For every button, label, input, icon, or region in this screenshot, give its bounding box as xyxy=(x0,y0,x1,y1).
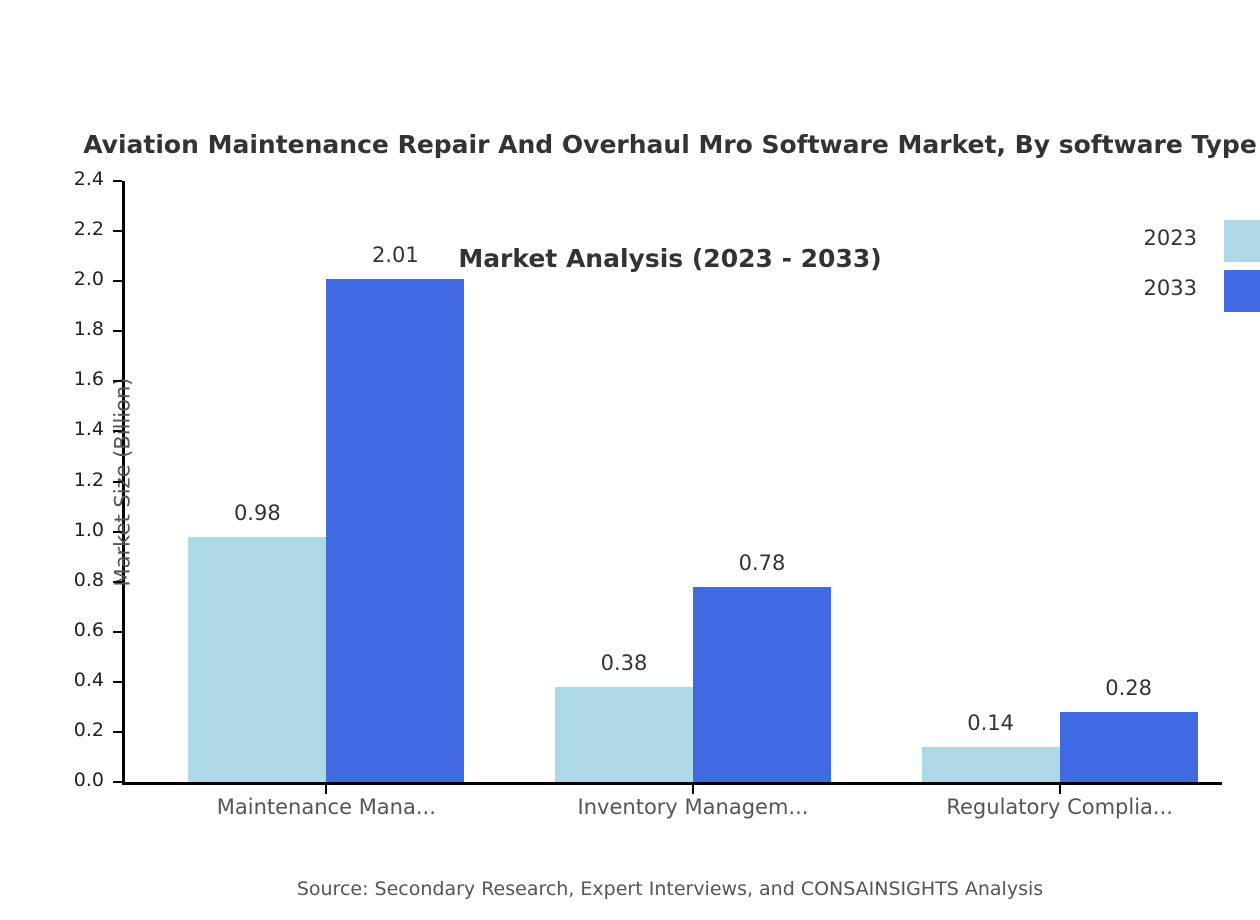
y-axis-tick xyxy=(113,530,122,533)
legend-color-swatch xyxy=(1224,220,1260,262)
x-axis-category-label: Regulatory Complia... xyxy=(946,795,1173,819)
y-axis-tick xyxy=(113,781,122,783)
y-axis-tick-label: 2.2 xyxy=(73,218,104,241)
y-axis-tick-label: 0.0 xyxy=(73,769,104,791)
bar-2033-1[interactable] xyxy=(326,278,465,782)
y-axis-tick-label: 0.8 xyxy=(73,568,104,591)
y-axis-tick xyxy=(113,630,122,633)
y-axis-tick xyxy=(113,580,122,583)
chart-legend: 2023 2033 xyxy=(1137,220,1260,320)
plot-area: Market Size (Billion) 0.0 0.2 0.4 0.6 0.8 1.0… xyxy=(74,168,1222,819)
chart-title: Aviation Maintenance Repair And Overhaul… xyxy=(0,50,1260,316)
bar-value-label: 0.28 xyxy=(1105,675,1153,700)
bar-2033-3[interactable] xyxy=(1059,711,1198,782)
y-axis-tick-label: 1.2 xyxy=(73,468,104,491)
y-axis-tick xyxy=(113,330,122,333)
y-axis-tick-label: 1.0 xyxy=(73,518,104,541)
bar-2023-2[interactable] xyxy=(555,686,693,782)
chart-title-line-2: Market Analysis (2023 - 2033) xyxy=(458,244,882,273)
y-axis-tick-label: 0.4 xyxy=(73,668,104,691)
bar-value-label: 0.78 xyxy=(738,550,786,575)
x-axis-category-label: Inventory Managem... xyxy=(577,795,809,819)
y-axis-tick-label: 2.4 xyxy=(73,168,104,190)
y-axis-tick-label: 0.2 xyxy=(73,718,104,741)
y-axis-tick xyxy=(113,480,122,483)
legend-label: 2033 xyxy=(1143,276,1197,300)
y-axis-tick-label: 0.6 xyxy=(73,618,104,641)
y-axis-tick xyxy=(113,380,122,383)
bar-2023-3[interactable] xyxy=(921,746,1060,782)
bar-value-label: 0.38 xyxy=(600,650,648,675)
y-axis-tick xyxy=(113,730,122,733)
x-axis-category-label: Maintenance Mana... xyxy=(216,795,436,819)
y-axis-tick-label: 1.8 xyxy=(73,318,104,341)
y-axis-tick xyxy=(113,180,122,182)
y-axis-tick xyxy=(113,230,122,233)
x-axis-spine xyxy=(122,782,1222,785)
y-axis-tick-label: 1.6 xyxy=(73,368,104,391)
x-axis-tick xyxy=(692,782,694,794)
bar-value-label: 2.01 xyxy=(371,242,419,267)
legend-item-2023[interactable]: 2023 xyxy=(1137,220,1260,270)
y-axis-tick xyxy=(113,280,122,283)
legend-color-swatch xyxy=(1224,270,1260,312)
chart-title-line-1: Aviation Maintenance Repair And Overhaul… xyxy=(83,130,1257,159)
y-axis-tick xyxy=(113,430,122,433)
legend-item-2033[interactable]: 2033 xyxy=(1137,270,1260,320)
y-axis-tick xyxy=(113,680,122,683)
source-note: Source: Secondary Research, Expert Inter… xyxy=(296,878,1044,900)
bar-value-label: 0.14 xyxy=(967,710,1015,735)
x-axis-tick xyxy=(1058,782,1061,794)
y-axis-tick-label: 2.0 xyxy=(73,268,104,291)
legend-label: 2023 xyxy=(1143,226,1197,250)
y-axis-spine xyxy=(122,181,125,782)
bar-2023-1[interactable] xyxy=(188,536,327,782)
x-axis-tick xyxy=(325,782,328,794)
bar-2033-2[interactable] xyxy=(693,586,831,782)
bar-value-label: 0.98 xyxy=(233,500,281,525)
y-axis-tick-label: 1.4 xyxy=(73,418,104,441)
